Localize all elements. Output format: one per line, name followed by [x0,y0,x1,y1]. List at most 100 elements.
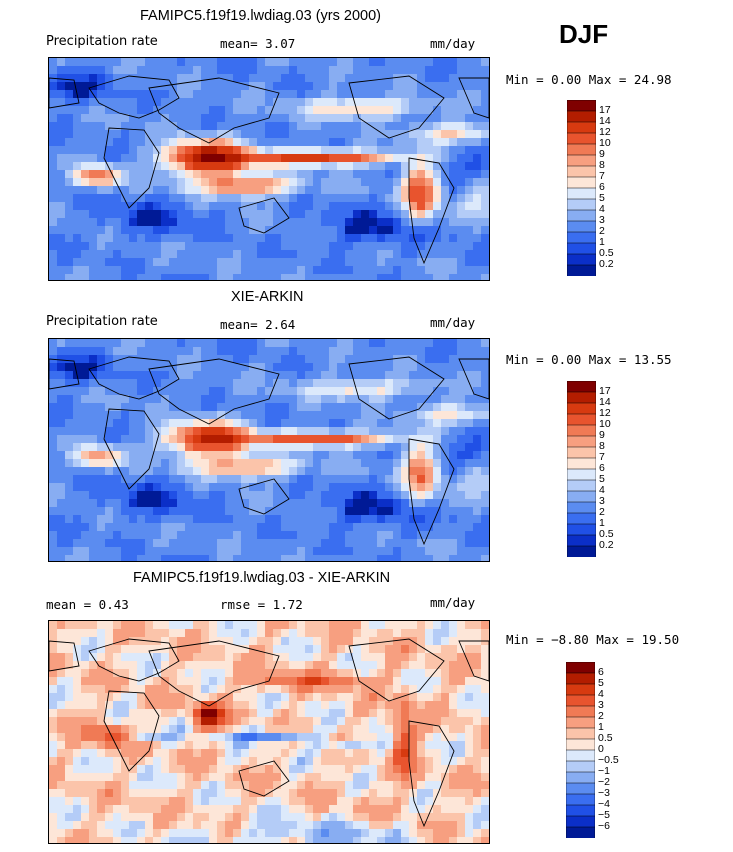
difference-map [48,620,490,844]
colorbar-tick-label: 2 [599,225,605,237]
colorbar-tick-label: 1 [598,721,604,733]
colorbar [566,662,595,838]
colorbar-tick-label: 9 [599,429,605,441]
colorbar-tick-label: 10 [599,418,611,430]
colorbar-tick-label: 3 [599,495,605,507]
colorbar-tick-label: 1 [599,517,605,529]
colorbar-swatch [567,132,596,145]
colorbar-tick-label: 12 [599,126,611,138]
map-field [49,621,489,843]
colorbar-swatch [566,782,595,795]
colorbar-tick-label: 14 [599,115,611,127]
colorbar-swatch [567,165,596,178]
colorbar-tick-label: 2 [599,506,605,518]
panel-title: FAMIPC5.f19f19.lwdiag.03 - XIE-ARKIN [133,570,391,586]
panel-title: XIE-ARKIN [231,289,304,305]
colorbar-swatch [567,446,596,459]
map-field [49,58,489,280]
colorbar-swatch [567,220,596,233]
colorbar-swatch [566,749,595,762]
colorbar-tick-label: 14 [599,396,611,408]
minmax-label: Min = −8.80 Max = 19.50 [506,632,680,647]
colorbar-swatch [567,198,596,211]
colorbar-swatch [566,727,595,740]
colorbar-swatch [566,738,595,751]
colorbar-swatch [566,683,595,696]
panel-title: FAMIPC5.f19f19.lwdiag.03 (yrs 2000) [140,8,381,24]
colorbar-swatch [566,760,595,773]
colorbar-swatch [567,545,596,557]
colorbar-tick-label: 7 [599,170,605,182]
colorbar-swatch [566,771,595,784]
colorbar-swatch [567,490,596,503]
colorbar-tick-label: 4 [599,484,605,496]
colorbar-tick-label: 4 [599,203,605,215]
colorbar-tick-label: 0.2 [599,258,614,270]
colorbar-tick-label: 10 [599,137,611,149]
coastline [148,640,280,707]
colorbar-swatch [566,716,595,729]
coastline [348,356,445,420]
colorbar-swatch [567,231,596,244]
colorbar-tick-label: 1 [599,236,605,248]
coastline [458,640,489,682]
coastline [408,720,455,828]
mean-label: mean= 2.64 [220,317,296,332]
coastline [103,127,160,209]
colorbar-tick-label: 9 [599,148,605,160]
colorbar-tick-label: 12 [599,407,611,419]
colorbar-swatch [567,176,596,189]
colorbar-tick-label: 4 [598,688,604,700]
colorbar-tick-label: 17 [599,104,611,116]
precip-map [48,338,490,562]
colorbar-tick-label: −2 [598,776,610,788]
colorbar-tick-label: 8 [599,440,605,452]
coastline [148,358,280,425]
colorbar-swatch [567,264,596,276]
colorbar-tick-label: 6 [598,666,604,678]
coastline [148,77,280,144]
coastline [408,438,455,546]
map-field [49,339,489,561]
colorbar-swatch [567,154,596,167]
variable-label: Precipitation rate [46,314,158,329]
colorbar-swatch [567,501,596,514]
rmse-label: rmse = 1.72 [220,597,303,612]
coastline [88,75,180,119]
mean-label: mean = 0.43 [46,597,129,612]
colorbar-tick-label: 0.2 [599,539,614,551]
colorbar-swatch [566,793,595,806]
coastline [49,358,80,390]
coastline [408,157,455,265]
colorbar-swatch [567,187,596,200]
minmax-label: Min = 0.00 Max = 24.98 [506,72,672,87]
colorbar-swatch [567,523,596,536]
colorbar-swatch [567,143,596,156]
colorbar-tick-label: 3 [599,214,605,226]
colorbar-swatch [567,253,596,266]
colorbar-tick-label: −1 [598,765,610,777]
colorbar-swatch [567,381,596,393]
coastline [348,75,445,139]
colorbar-swatch [566,662,595,674]
coastline [88,356,180,400]
coastline [238,197,290,234]
colorbar-swatch [567,424,596,437]
colorbar-swatch [567,209,596,222]
colorbar-swatch [567,468,596,481]
colorbar-tick-label: 8 [599,159,605,171]
units-label: mm/day [430,36,476,51]
colorbar-swatch [567,457,596,470]
colorbar-swatch [567,121,596,134]
colorbar-tick-label: 0 [598,743,604,755]
colorbar-swatch [567,242,596,255]
colorbar-tick-label: −3 [598,787,610,799]
colorbar-tick-label: 6 [599,181,605,193]
colorbar [567,381,596,557]
colorbar-swatch [567,435,596,448]
colorbar-swatch [566,694,595,707]
coastline [88,638,180,682]
coastline [238,478,290,515]
colorbar-tick-label: 7 [599,451,605,463]
coastline [348,638,445,702]
